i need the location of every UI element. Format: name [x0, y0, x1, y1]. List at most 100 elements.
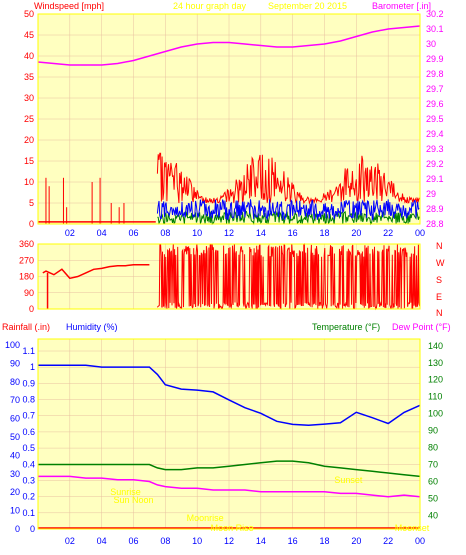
humidity-tick-label: 50: [10, 432, 20, 442]
humidity-tick-label: 0: [15, 524, 20, 534]
event-label: Moonrise: [187, 513, 224, 523]
bottom-x-tick-label: 10: [192, 536, 202, 546]
dewpoint-axis-title: Dew Point (°F): [392, 322, 451, 332]
humidity-tick-label: 90: [10, 358, 20, 368]
bottom-x-tick-label: 20: [351, 536, 361, 546]
rainfall-tick-label: 0.9: [22, 378, 35, 388]
temperature-tick-label: 100: [428, 409, 443, 419]
temperature-axis-title: Temperature (°F): [312, 322, 380, 332]
barometer-line: [37, 25, 421, 66]
windspeed-tick-label: 5: [29, 198, 34, 208]
rainfall-tick-label: 0.8: [22, 395, 35, 405]
temperature-tick-label: 70: [428, 460, 438, 470]
rainfall-tick-label: 0: [30, 524, 35, 534]
temperature-line: [38, 460, 421, 478]
windspeed-tick-label: 25: [24, 114, 34, 124]
temperature-tick-label: 140: [428, 341, 443, 351]
graph-period-title: 24 hour graph day: [173, 1, 247, 11]
compass-s: S: [436, 275, 442, 285]
barometer-tick-label: 28.9: [426, 204, 444, 214]
windspeed-tick-label: 45: [24, 30, 34, 40]
winddir-tick-label: 180: [19, 272, 34, 282]
rainfall-tick-label: 0.7: [22, 411, 35, 421]
barometer-tick-label: 29.9: [426, 54, 444, 64]
bottom-x-tick-label: 18: [319, 536, 329, 546]
barometer-tick-label: 29.6: [426, 99, 444, 109]
plot-frame: [37, 243, 421, 310]
windspeed-x-tick-label: 14: [256, 228, 266, 238]
barometer-tick-label: 28.8: [426, 219, 444, 229]
rainfall-axis-title: Rainfall (.in): [2, 322, 50, 332]
event-label: Sun Noon: [113, 495, 153, 505]
event-label: Moon Rise: [211, 523, 254, 533]
temperature-tick-label: 80: [428, 443, 438, 453]
plot-frame: [37, 338, 421, 530]
windspeed-axis-title: Windspeed [mph]: [34, 1, 104, 11]
windspeed-tick-label: 0: [29, 219, 34, 229]
windspeed-x-tick-label: 22: [383, 228, 393, 238]
rainfall-tick-label: 0.2: [22, 492, 35, 502]
rainfall-tick-label: 0.6: [22, 427, 35, 437]
barometer-tick-label: 29.4: [426, 129, 444, 139]
humidity-tick-label: 10: [10, 506, 20, 516]
event-label: Moonset: [395, 523, 430, 533]
winddir-tick-label: 90: [24, 288, 34, 298]
barometer-tick-label: 30.1: [426, 24, 444, 34]
windspeed-x-tick-label: 06: [128, 228, 138, 238]
compass-n-top: N: [436, 241, 443, 251]
barometer-tick-label: 29: [426, 189, 436, 199]
windspeed-tick-label: 15: [24, 156, 34, 166]
barometer-tick-label: 29.2: [426, 159, 444, 169]
windspeed-x-tick-label: 16: [288, 228, 298, 238]
event-label: Sunset: [334, 475, 363, 485]
temperature-tick-label: 130: [428, 358, 443, 368]
windspeed-tick-label: 30: [24, 93, 34, 103]
wind-gust-line: [156, 152, 420, 205]
windspeed-x-tick-label: 00: [415, 228, 425, 238]
windspeed-tick-label: 20: [24, 135, 34, 145]
bottom-x-tick-label: 06: [128, 536, 138, 546]
wind-low-line: [157, 210, 420, 226]
graph-date-title: September 20 2015: [268, 1, 347, 11]
humidity-tick-label: 60: [10, 414, 20, 424]
humidity-tick-label: 40: [10, 450, 20, 460]
bottom-x-tick-label: 02: [65, 536, 75, 546]
winddir-tick-label: 0: [29, 304, 34, 314]
bottom-x-tick-label: 00: [415, 536, 425, 546]
rainfall-tick-label: 0.3: [22, 475, 35, 485]
bottom-x-tick-label: 04: [97, 536, 107, 546]
barometer-tick-label: 29.8: [426, 69, 444, 79]
humidity-tick-label: 20: [10, 487, 20, 497]
barometer-tick-label: 29.1: [426, 174, 444, 184]
rainfall-tick-label: 1: [30, 362, 35, 372]
temperature-tick-label: 60: [428, 477, 438, 487]
winddir-tick-label: 270: [19, 255, 34, 265]
rainfall-tick-label: 1.1: [22, 346, 35, 356]
humidity-line: [38, 364, 421, 427]
humidity-tick-label: 80: [10, 377, 20, 387]
compass-e: E: [436, 292, 442, 302]
windspeed-tick-label: 10: [24, 177, 34, 187]
temperature-tick-label: 40: [428, 510, 438, 520]
barometer-tick-label: 30.2: [426, 9, 444, 19]
humidity-tick-label: 70: [10, 395, 20, 405]
rainfall-tick-label: 0.1: [22, 508, 35, 518]
windspeed-tick-label: 40: [24, 51, 34, 61]
humidity-tick-label: 100: [5, 340, 20, 350]
windspeed-x-tick-label: 12: [224, 228, 234, 238]
barometer-tick-label: 29.5: [426, 114, 444, 124]
bottom-x-tick-label: 16: [288, 536, 298, 546]
compass-w: W: [436, 258, 445, 268]
wind-avg-line: [156, 198, 420, 221]
temperature-tick-label: 50: [428, 493, 438, 503]
rainfall-tick-label: 0.5: [22, 443, 35, 453]
windspeed-x-tick-label: 20: [351, 228, 361, 238]
compass-n-bottom: N: [436, 308, 443, 318]
event-label: Sunrise: [110, 487, 141, 497]
dew-point-line: [38, 475, 421, 498]
humidity-tick-label: 30: [10, 469, 20, 479]
humidity-axis-title: Humidity (%): [66, 322, 118, 332]
rainfall-tick-label: 0.4: [22, 459, 35, 469]
